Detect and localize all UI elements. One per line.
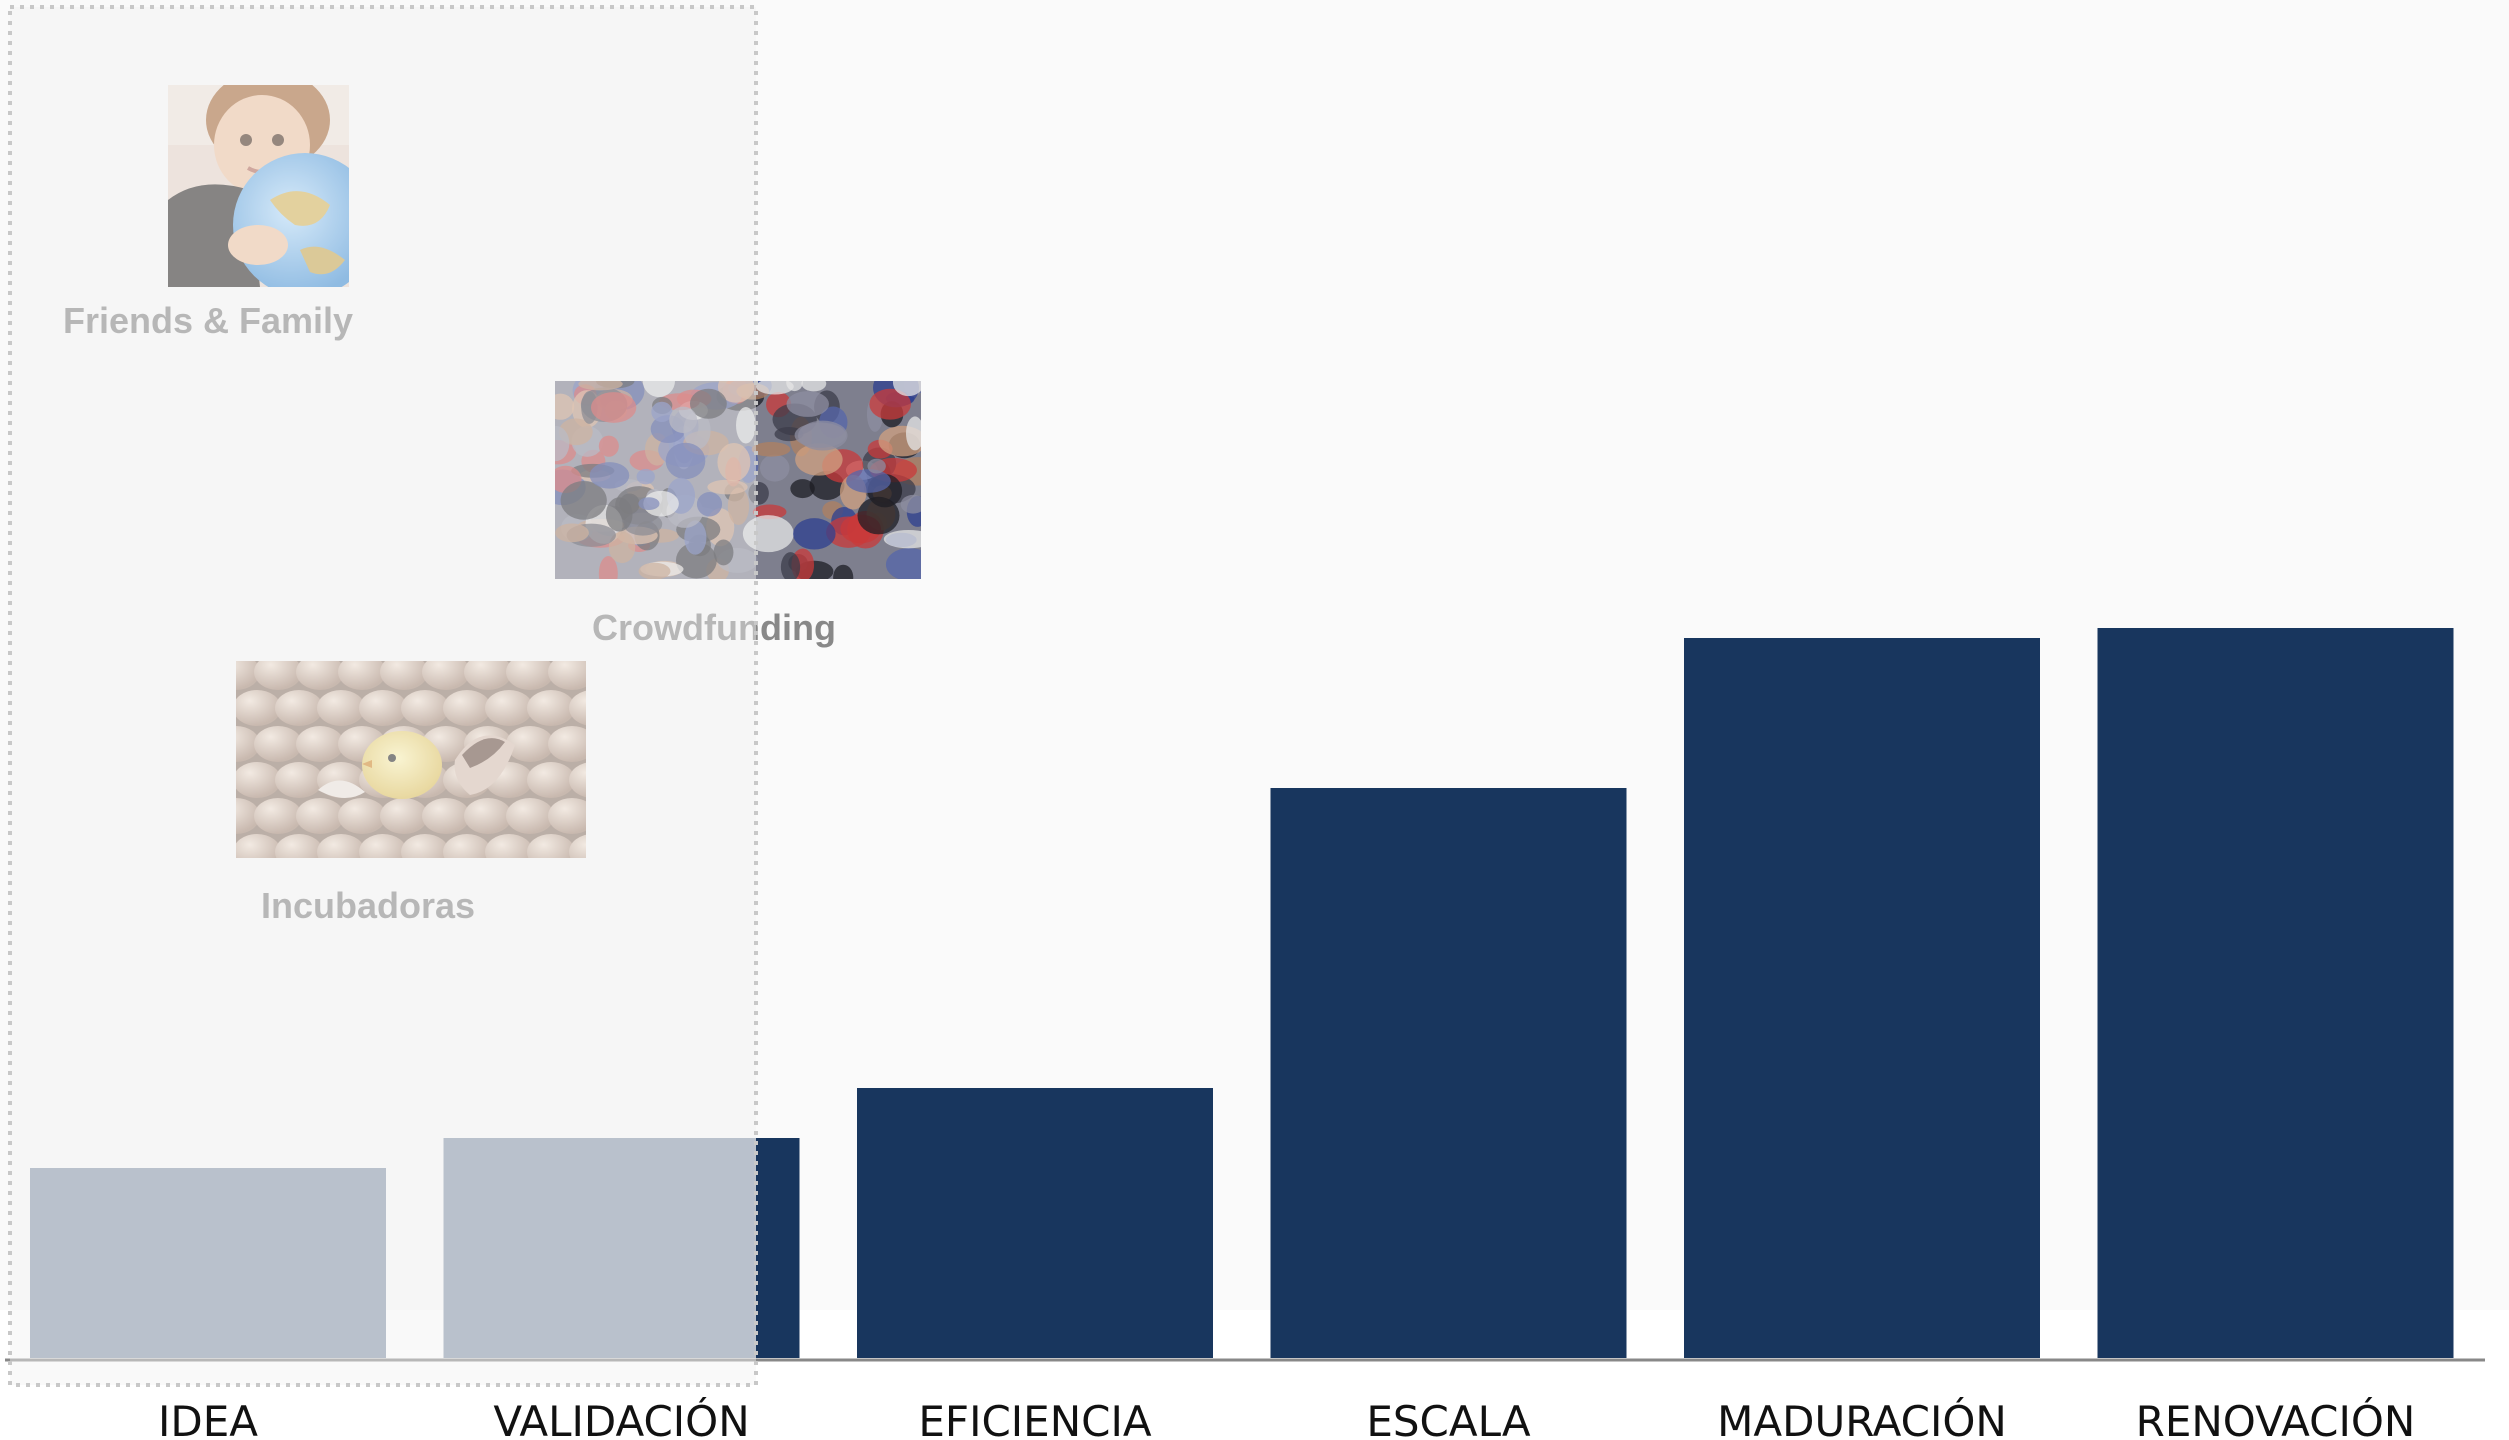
bar-maduracion bbox=[1684, 638, 2040, 1358]
bar-renovacion bbox=[2097, 628, 2454, 1358]
tick-label-validacion: VALIDACIÓN bbox=[493, 1396, 749, 1440]
chick-hatching-from-eggs-photo bbox=[236, 661, 586, 858]
crowdfunding-caption: Crowdfunding bbox=[592, 607, 836, 648]
tick-label-eficiencia: EFICIENCIA bbox=[918, 1397, 1151, 1440]
bars-group bbox=[30, 628, 2454, 1358]
friends-family-caption: Friends & Family bbox=[63, 300, 353, 341]
child-hugging-globe-photo bbox=[168, 85, 349, 287]
highlight-overlay bbox=[8, 5, 758, 1387]
bar-idea-highlighted bbox=[30, 1168, 386, 1358]
tick-label-escala: ESCALA bbox=[1366, 1397, 1531, 1440]
tick-label-idea: IDEA bbox=[158, 1397, 258, 1440]
bar-validacion-highlighted bbox=[443, 1138, 756, 1358]
chart-background bbox=[0, 0, 2509, 1310]
incubadoras-caption: Incubadoras bbox=[261, 885, 475, 926]
tick-label-maduracion: MADURACIÓN bbox=[1717, 1396, 2007, 1440]
tick-label-renovacion: RENOVACIÓN bbox=[2136, 1396, 2416, 1440]
category-labels: IDEA VALIDACIÓN EFICIENCIA ESCALA MADURACIÓN… bbox=[158, 1396, 2415, 1440]
bar-eficiencia bbox=[857, 1088, 1213, 1358]
bar-escala bbox=[1270, 788, 1627, 1358]
